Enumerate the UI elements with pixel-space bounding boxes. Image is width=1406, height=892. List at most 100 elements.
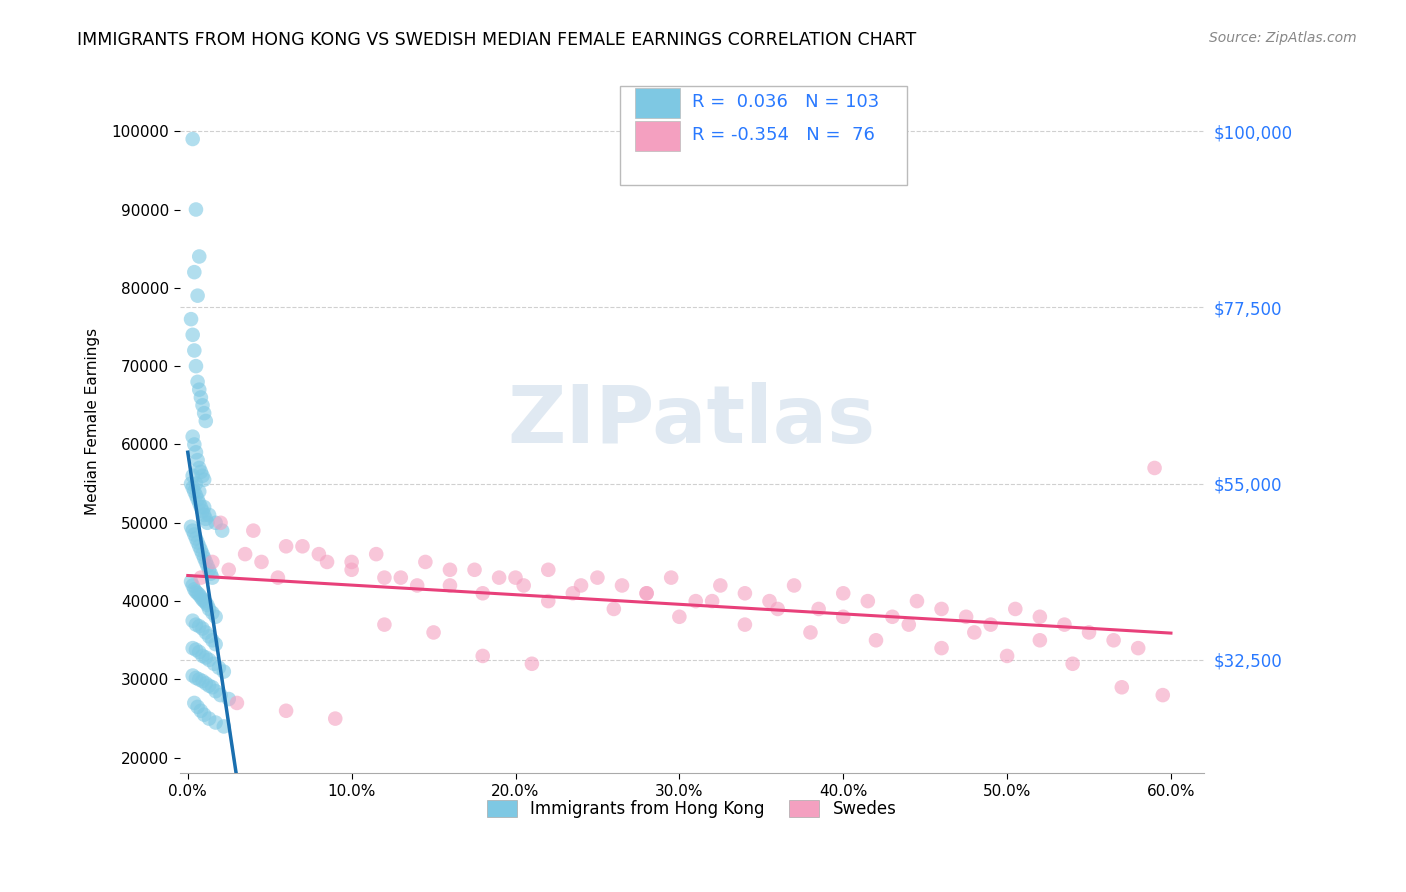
Point: [700, 594, 723, 608]
Point: [187, 453, 209, 467]
Point: [832, 609, 855, 624]
Point: [183, 527, 205, 541]
Point: [188, 619, 211, 633]
Point: [197, 598, 219, 612]
Point: [1102, 633, 1125, 648]
Point: [193, 707, 215, 722]
Point: [963, 625, 986, 640]
Point: [183, 343, 205, 358]
Point: [267, 571, 290, 585]
Point: [274, 539, 297, 553]
Point: [180, 312, 202, 326]
Point: [180, 476, 202, 491]
Point: [188, 539, 211, 553]
Point: [955, 609, 977, 624]
Text: IMMIGRANTS FROM HONG KONG VS SWEDISH MEDIAN FEMALE EARNINGS CORRELATION CHART: IMMIGRANTS FROM HONG KONG VS SWEDISH MED…: [77, 31, 917, 49]
Legend: Immigrants from Hong Kong, Swedes: Immigrants from Hong Kong, Swedes: [479, 794, 903, 825]
Point: [201, 633, 224, 648]
Point: [807, 602, 830, 616]
Point: [194, 596, 217, 610]
Point: [191, 648, 214, 663]
Point: [187, 535, 209, 549]
Point: [211, 524, 233, 538]
Text: ZIPatlas: ZIPatlas: [508, 382, 876, 460]
Point: [200, 566, 222, 581]
Point: [181, 481, 204, 495]
Point: [198, 602, 221, 616]
FancyBboxPatch shape: [636, 88, 681, 118]
Point: [603, 602, 626, 616]
Point: [184, 671, 207, 685]
Point: [184, 488, 207, 502]
Point: [415, 555, 437, 569]
Point: [194, 555, 217, 569]
Point: [422, 625, 444, 640]
Point: [183, 582, 205, 597]
Point: [198, 629, 221, 643]
Point: [1029, 609, 1052, 624]
Point: [184, 642, 207, 657]
Y-axis label: Median Female Earnings: Median Female Earnings: [86, 327, 100, 515]
Point: [1111, 680, 1133, 694]
Point: [188, 645, 211, 659]
Point: [439, 563, 461, 577]
Point: [316, 555, 339, 569]
Point: [193, 508, 215, 522]
Point: [1029, 633, 1052, 648]
Point: [308, 547, 330, 561]
Point: [183, 437, 205, 451]
Point: [194, 676, 217, 690]
Point: [191, 547, 214, 561]
Point: [191, 468, 214, 483]
Point: [882, 609, 904, 624]
Point: [1004, 602, 1026, 616]
Point: [188, 250, 211, 264]
Point: [758, 594, 780, 608]
Point: [799, 625, 821, 640]
Point: [194, 650, 217, 665]
Point: [204, 637, 226, 651]
Point: [188, 588, 211, 602]
Point: [659, 571, 682, 585]
Point: [610, 578, 633, 592]
Point: [208, 661, 231, 675]
Point: [181, 327, 204, 342]
Point: [636, 586, 658, 600]
Point: [1062, 657, 1084, 671]
Point: [218, 563, 240, 577]
Point: [197, 558, 219, 573]
Point: [586, 571, 609, 585]
Point: [198, 712, 221, 726]
Point: [198, 653, 221, 667]
Point: [373, 571, 395, 585]
Point: [184, 445, 207, 459]
Point: [190, 571, 212, 585]
Point: [194, 512, 217, 526]
Point: [226, 696, 249, 710]
Point: [905, 594, 928, 608]
Point: [1152, 688, 1174, 702]
Point: [181, 132, 204, 146]
Point: [242, 524, 264, 538]
Point: [569, 578, 592, 592]
Point: [212, 719, 235, 733]
Point: [209, 516, 232, 530]
Point: [931, 641, 953, 656]
Point: [181, 641, 204, 656]
Point: [464, 563, 486, 577]
Point: [204, 516, 226, 530]
Point: [204, 609, 226, 624]
Point: [1053, 617, 1076, 632]
Point: [181, 668, 204, 682]
Point: [190, 591, 212, 605]
Point: [194, 625, 217, 640]
Point: [734, 617, 756, 632]
Point: [193, 406, 215, 420]
Point: [980, 617, 1002, 632]
Point: [340, 563, 363, 577]
Point: [191, 398, 214, 412]
Point: [471, 586, 494, 600]
Point: [193, 594, 215, 608]
Point: [865, 633, 887, 648]
Point: [184, 359, 207, 373]
